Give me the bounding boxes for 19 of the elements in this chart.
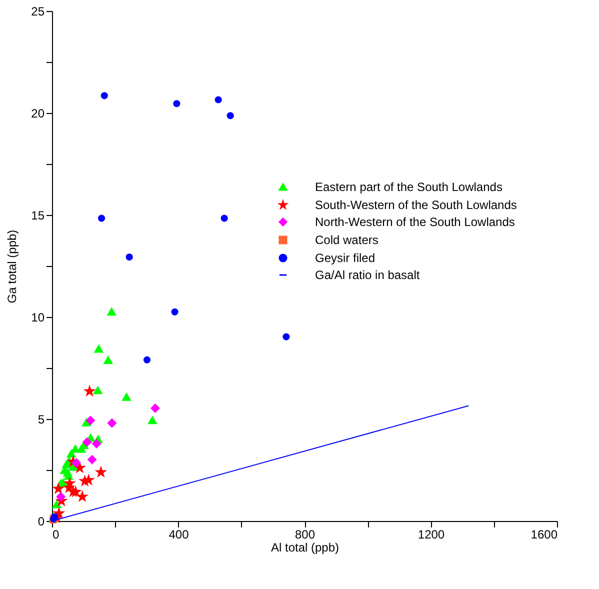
x-axis-title: Al total (ppb) — [270, 540, 340, 554]
y-tick-label: 0 — [38, 514, 45, 528]
y-tick-label: 25 — [31, 4, 45, 18]
legend-label: Eastern part of the South Lowlands — [315, 180, 502, 194]
y-tick-label: 10 — [31, 310, 45, 324]
legend-label: North-Western of the South Lowlands — [315, 215, 515, 229]
legend-label: South-Western of the South Lowlands — [315, 198, 517, 212]
x-tick-label: 0 — [52, 528, 60, 542]
x-tick-label: 1200 — [418, 528, 445, 542]
y-tick-label: 20 — [31, 106, 45, 120]
legend-label: Cold waters — [315, 233, 378, 247]
y-axis-title: Ga total (ppb) — [5, 230, 20, 304]
x-tick-label: 400 — [168, 528, 190, 542]
y-tick-label: 15 — [31, 208, 45, 222]
legend-label: Ga/Al ratio in basalt — [315, 268, 420, 282]
x-tick-label: 1600 — [530, 528, 558, 542]
legend-label: Geysir filed — [315, 251, 376, 265]
y-tick-label: 5 — [38, 412, 45, 426]
x-tick-label: 800 — [294, 528, 316, 542]
